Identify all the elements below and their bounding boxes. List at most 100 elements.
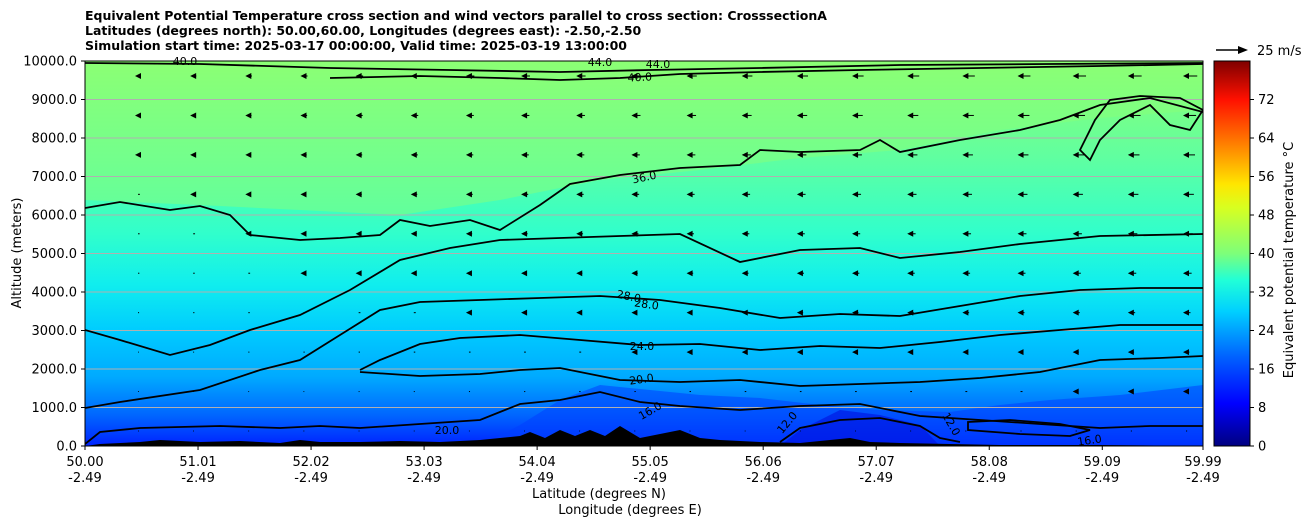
colorbar-tick-label: 56: [1258, 170, 1275, 185]
wind-arrow: [1127, 230, 1138, 237]
wind-arrow: [465, 73, 475, 79]
y-tick-label: 5000.0: [32, 247, 78, 262]
wind-arrow: [1127, 191, 1139, 198]
wind-arrow: [1017, 73, 1031, 79]
contour-12: [779, 417, 961, 443]
wind-arrow: [245, 191, 252, 198]
wind-arrow: [576, 151, 585, 158]
x-tick-label-lat: 51.01: [179, 455, 216, 470]
wind-arrow: [576, 270, 583, 277]
colorbar-tick-label: 32: [1258, 286, 1275, 301]
wind-arrow: [962, 270, 971, 277]
x-tick-label-lat: 56.06: [745, 455, 782, 470]
wind-arrow: [741, 309, 748, 316]
y-axis-label: Altitude (meters): [10, 198, 25, 309]
wind-arrow: [852, 270, 860, 277]
wind-arrow: [1183, 309, 1191, 316]
y-tick-label: 3000.0: [32, 324, 78, 339]
wind-arrow: [465, 112, 474, 119]
wind-arrow: [410, 112, 419, 119]
wind-arrow: [741, 73, 753, 79]
wind-arrow: [962, 230, 972, 237]
y-tick-label: 0.0: [56, 440, 77, 455]
wind-arrow: [1183, 230, 1193, 237]
wind-arrow: [686, 151, 696, 158]
x-tick-label-lon: -2.49: [746, 471, 780, 486]
x-tick-label-lon: -2.49: [633, 471, 667, 486]
wind-arrow: [907, 349, 914, 356]
wind-arrow: [741, 112, 752, 119]
wind-arrow: [190, 73, 197, 79]
wind-arrow: [190, 151, 197, 158]
colorbar-tick-label: 40: [1258, 247, 1275, 262]
wind-arrow: [245, 230, 252, 237]
x-axis-label-lon: Longitude (degrees E): [558, 503, 702, 518]
y-axis: 0.0 1000.0 2000.0 3000.0 4000.0 5000.0 6000.0 7…: [23, 55, 85, 455]
wind-arrow: [631, 349, 638, 356]
wind-arrow: [300, 191, 307, 198]
wind-arrow: [521, 151, 529, 158]
wind-arrow: [796, 191, 806, 198]
grid-lines: [85, 99, 1203, 408]
wind-arrow: [135, 151, 141, 158]
wind-arrow: [1183, 73, 1198, 79]
x-axis: 50.00-2.4951.01-2.4952.02-2.4953.03-2.49…: [66, 446, 1222, 486]
y-tick-label: 2000.0: [32, 363, 78, 378]
wind-arrow: [852, 309, 859, 316]
terrain: [85, 426, 1203, 446]
wind-arrow: [1072, 112, 1085, 119]
y-tick-label: 9000.0: [32, 93, 78, 108]
wind-arrow: [465, 309, 472, 316]
x-tick-label-lat: 58.08: [971, 455, 1008, 470]
x-tick-label-lon: -2.49: [972, 471, 1006, 486]
wind-arrow: [1127, 309, 1136, 316]
wind-arrow: [521, 191, 529, 198]
contour-label: 20.0: [435, 424, 460, 437]
wind-arrow: [521, 73, 530, 79]
wind-arrow: [410, 230, 417, 237]
wind-arrow: [1183, 349, 1190, 356]
wind-arrow: [631, 112, 641, 119]
quiver-key-label: 25 m/s: [1257, 44, 1302, 59]
colorbar-tick-label: 48: [1258, 209, 1275, 224]
x-axis-label-lat: Latitude (degrees N): [532, 487, 666, 502]
wind-arrow: [907, 73, 920, 79]
wind-arrow: [1072, 388, 1079, 395]
y-tick-label: 1000.0: [32, 401, 78, 416]
wind-arrow: [631, 230, 639, 237]
wind-arrow: [410, 191, 418, 198]
wind-arrow: [852, 112, 863, 119]
wind-arrow: [1127, 151, 1140, 158]
wind-arrow: [355, 151, 363, 158]
contour-label: 28.0: [615, 288, 642, 306]
quiver-key-arrow-icon: [1238, 46, 1248, 54]
contour-label: 44.0: [646, 58, 671, 71]
x-tick-label-lat: 54.04: [519, 455, 556, 470]
wind-arrow: [521, 230, 528, 237]
wind-arrow: [631, 309, 638, 316]
y-tick-label: 7000.0: [32, 170, 78, 185]
colorbar: [1213, 60, 1251, 447]
coldest-pocket: [780, 410, 940, 446]
wind-arrow: [245, 151, 252, 158]
wind-arrow: [796, 151, 807, 158]
wind-arrow: [355, 230, 362, 237]
quiver-key: 25 m/s: [1216, 44, 1302, 59]
x-tick-label-lon: -2.49: [859, 471, 893, 486]
wind-arrow: [521, 112, 530, 119]
wind-arrow: [631, 73, 642, 79]
wind-arrow: [962, 309, 970, 316]
contour-lines: [85, 62, 1203, 445]
wind-arrow: [1127, 112, 1141, 119]
wind-arrow: [1017, 270, 1026, 277]
wind-arrow: [410, 73, 419, 79]
wind-arrow: [741, 270, 749, 277]
wind-arrow: [355, 270, 362, 277]
x-tick-label-lat: 57.07: [858, 455, 895, 470]
wind-arrow: [410, 151, 418, 158]
wind-arrow: [741, 230, 750, 237]
title-line-2: Latitudes (degrees north): 50.00,60.00, …: [85, 23, 642, 38]
wind-arrow: [300, 270, 307, 277]
wind-arrow: [907, 270, 915, 277]
